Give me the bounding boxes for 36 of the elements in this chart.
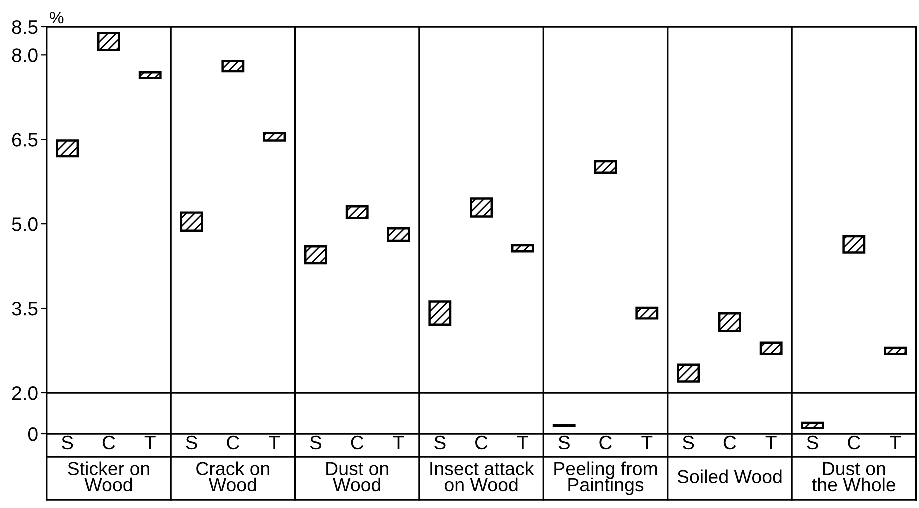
x-tick-label: T — [269, 436, 280, 450]
text: Dust on Wood — [326, 462, 388, 492]
y-tick-label: 0 — [28, 427, 38, 442]
x-tick-label: C — [102, 436, 116, 450]
y-tick-label: 3.5 — [12, 302, 38, 316]
text: Crack on Wood — [196, 462, 270, 492]
x-tick-label: S — [434, 436, 446, 450]
x-tick-label: S — [310, 436, 322, 450]
y-tick-label: 8.0 — [12, 48, 38, 62]
x-tick-label: S — [62, 436, 74, 450]
x-tick-label: C — [848, 436, 860, 450]
x-tick-label: S — [558, 436, 570, 450]
x-tick-label: T — [642, 436, 653, 450]
y-tick-label: 8.5 — [12, 20, 38, 34]
text: Insect attack on Wood — [430, 462, 534, 492]
x-tick-label: S — [807, 436, 818, 450]
x-tick-label: S — [682, 436, 694, 450]
text: Sticker on Wood — [68, 462, 150, 492]
x-tick-label: C — [351, 436, 364, 450]
text: Dust on the Whole — [812, 462, 896, 492]
y-tick-label: 2.0 — [12, 386, 38, 400]
x-tick-label: C — [476, 436, 488, 450]
text: Soiled Wood — [678, 470, 782, 484]
x-tick-label: S — [186, 436, 198, 450]
x-tick-label: C — [600, 436, 612, 450]
y-tick-label: 6.5 — [12, 133, 38, 147]
x-tick-label: T — [766, 436, 777, 450]
y-tick-label: 5.0 — [12, 218, 38, 232]
x-tick-label: T — [890, 436, 902, 450]
x-tick-label: C — [227, 436, 240, 450]
y-axis-title: % — [50, 12, 64, 24]
x-tick-label: C — [724, 436, 736, 450]
text: Peeling from Paintings — [554, 462, 658, 496]
x-tick-label: T — [517, 436, 528, 450]
x-tick-label: T — [393, 436, 404, 450]
x-tick-label: T — [144, 436, 156, 450]
